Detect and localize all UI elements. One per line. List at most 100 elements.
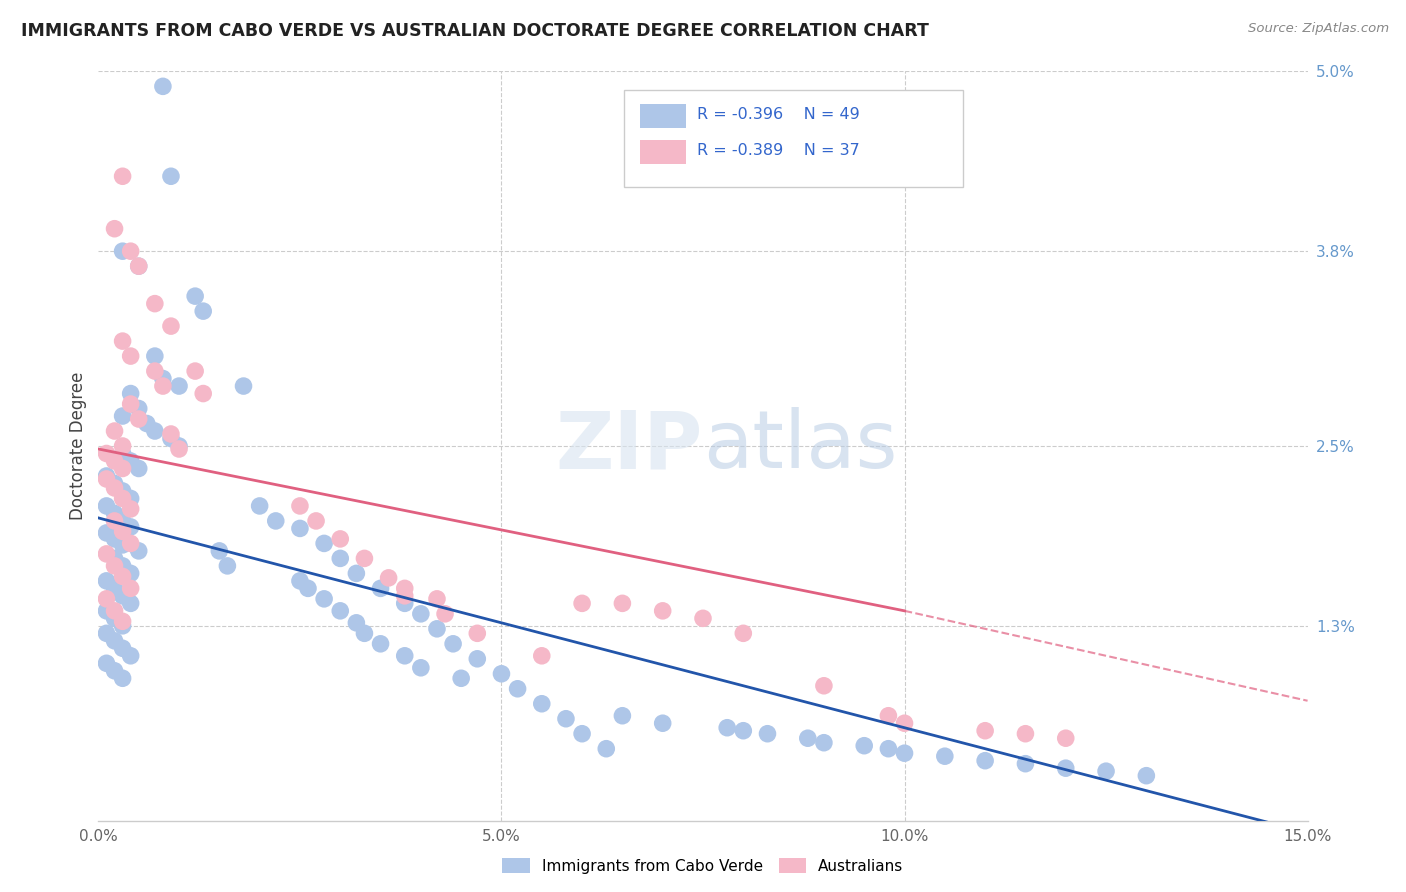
Point xyxy=(329,604,352,618)
Point xyxy=(120,454,142,468)
Text: R = -0.389    N = 37: R = -0.389 N = 37 xyxy=(697,143,859,158)
Point xyxy=(103,532,125,546)
Point xyxy=(530,697,553,711)
Point xyxy=(111,538,134,552)
Point xyxy=(96,547,118,561)
Point xyxy=(160,432,183,446)
Point xyxy=(370,582,392,596)
Point xyxy=(111,524,134,539)
Point xyxy=(152,379,174,393)
Point xyxy=(143,364,166,378)
Point xyxy=(111,514,134,528)
Point xyxy=(394,582,416,596)
Point xyxy=(167,439,190,453)
Point xyxy=(465,626,488,640)
Point xyxy=(128,412,150,426)
Point xyxy=(297,582,319,596)
Point xyxy=(160,319,183,334)
Point xyxy=(96,657,118,671)
Point xyxy=(491,666,513,681)
Point xyxy=(111,615,134,629)
Point xyxy=(434,607,457,621)
Point xyxy=(111,671,134,685)
Point xyxy=(217,558,239,573)
Point xyxy=(103,424,125,438)
Point xyxy=(394,648,416,663)
Point xyxy=(797,731,820,746)
Point xyxy=(167,442,190,456)
Point xyxy=(450,671,472,685)
Point xyxy=(96,574,118,588)
Point xyxy=(120,648,142,663)
Point xyxy=(232,379,254,393)
Point xyxy=(612,596,634,610)
Point xyxy=(120,502,142,516)
Point xyxy=(530,648,553,663)
Point xyxy=(160,169,183,184)
Point xyxy=(877,741,900,756)
Point xyxy=(426,591,449,606)
Point xyxy=(1014,756,1036,771)
Legend: Immigrants from Cabo Verde, Australians: Immigrants from Cabo Verde, Australians xyxy=(496,852,910,880)
Point xyxy=(96,499,118,513)
Point xyxy=(120,386,142,401)
Text: ZIP: ZIP xyxy=(555,407,703,485)
Point xyxy=(465,652,488,666)
Y-axis label: Doctorate Degree: Doctorate Degree xyxy=(69,372,87,520)
Point xyxy=(120,244,142,259)
Point xyxy=(152,371,174,385)
Point xyxy=(128,259,150,273)
Point xyxy=(1054,731,1077,746)
Point xyxy=(96,525,118,540)
Point xyxy=(426,622,449,636)
Point xyxy=(184,289,207,303)
Point xyxy=(692,611,714,625)
Point xyxy=(120,566,142,581)
Point xyxy=(103,633,125,648)
Point xyxy=(877,708,900,723)
Point xyxy=(152,79,174,94)
Point xyxy=(264,514,287,528)
Point xyxy=(120,520,142,534)
Point xyxy=(103,514,125,528)
Text: R = -0.396    N = 49: R = -0.396 N = 49 xyxy=(697,106,859,121)
Text: IMMIGRANTS FROM CABO VERDE VS AUSTRALIAN DOCTORATE DEGREE CORRELATION CHART: IMMIGRANTS FROM CABO VERDE VS AUSTRALIAN… xyxy=(21,22,929,40)
Point xyxy=(128,401,150,416)
Point xyxy=(103,476,125,491)
Point xyxy=(143,349,166,363)
Point xyxy=(249,499,271,513)
Point xyxy=(111,439,134,453)
Text: Source: ZipAtlas.com: Source: ZipAtlas.com xyxy=(1249,22,1389,36)
Point xyxy=(120,397,142,411)
Point xyxy=(353,626,375,640)
Point xyxy=(193,386,215,401)
Point xyxy=(377,571,399,585)
Point xyxy=(651,716,673,731)
Point xyxy=(193,304,215,318)
Point xyxy=(733,723,755,738)
Point xyxy=(974,754,997,768)
Point xyxy=(96,604,118,618)
Point xyxy=(344,615,367,630)
Point xyxy=(651,604,673,618)
Point xyxy=(120,582,142,596)
Point xyxy=(111,334,134,348)
Point xyxy=(506,681,529,696)
Point xyxy=(305,514,328,528)
Point xyxy=(96,446,118,460)
Point xyxy=(555,712,578,726)
Point xyxy=(1135,769,1157,783)
Point xyxy=(103,481,125,495)
Point xyxy=(96,472,118,486)
Point xyxy=(288,574,311,588)
Bar xyxy=(640,104,686,128)
Point xyxy=(111,619,134,633)
Point xyxy=(612,708,634,723)
Point xyxy=(111,589,134,603)
Point xyxy=(853,739,876,753)
Point xyxy=(128,461,150,475)
Point xyxy=(103,611,125,625)
Point xyxy=(974,723,997,738)
Point xyxy=(120,491,142,506)
Point xyxy=(409,607,432,621)
